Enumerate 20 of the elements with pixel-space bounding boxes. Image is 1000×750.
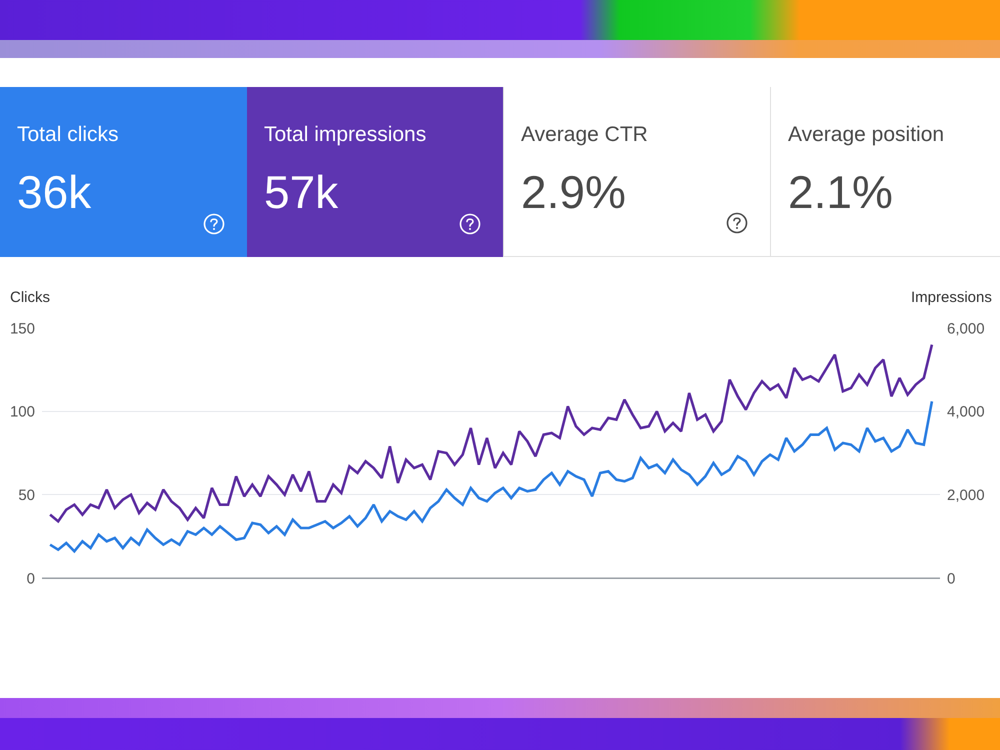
y-tick-label: 50 (18, 486, 35, 504)
text: 2.9% (521, 165, 627, 219)
line-series (48, 343, 934, 523)
text: 57k (264, 165, 340, 219)
y2-tick-label: 6,000 (947, 320, 985, 338)
text: Average CTR (521, 123, 649, 147)
text: 36k (17, 165, 92, 219)
y2-tick-label: 0 (947, 570, 956, 588)
y-axis-title: Clicks (10, 289, 50, 306)
y-tick-label: 0 (26, 570, 35, 588)
text: 2.1% (788, 165, 894, 219)
text: Total clicks (17, 123, 120, 147)
line-series (48, 400, 934, 553)
y2-axis-title: Impressions (911, 289, 992, 306)
text: Average position (788, 123, 946, 147)
y-tick-label: 150 (10, 320, 35, 338)
text: Total impressions (264, 123, 428, 147)
y-tick-label: 100 (10, 404, 35, 421)
y2-tick-label: 4,000 (947, 404, 985, 421)
y2-tick-label: 2,000 (947, 486, 985, 504)
